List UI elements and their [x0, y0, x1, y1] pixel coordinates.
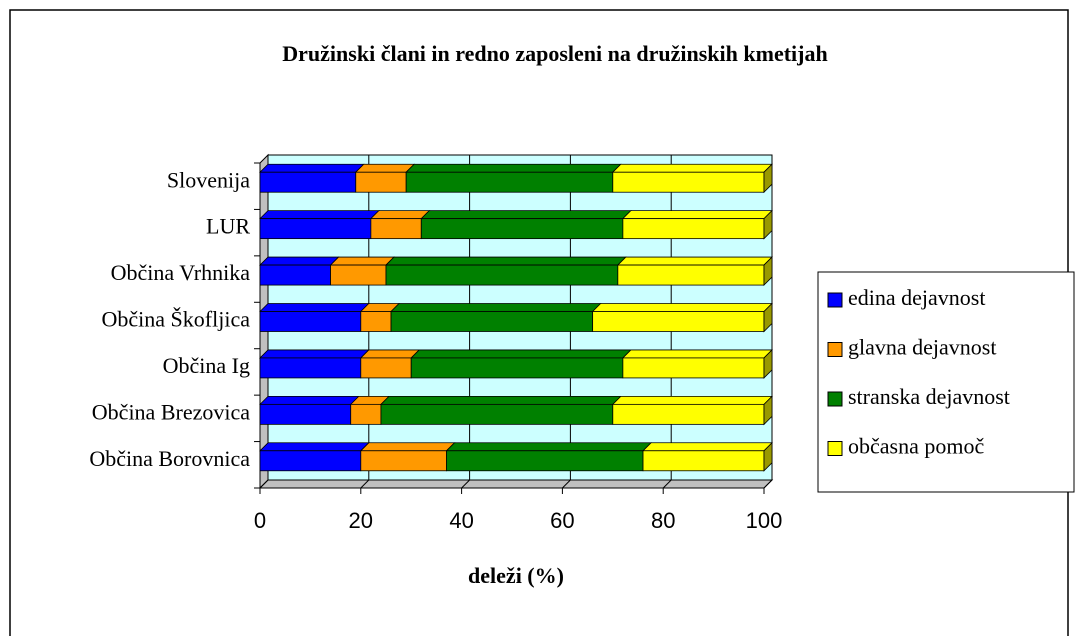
bar-top: [259, 349, 370, 359]
bar-top: [611, 395, 773, 405]
y-tick-label: Občina Škofljica: [102, 307, 251, 332]
bar-top: [259, 210, 380, 220]
legend-swatch: [827, 342, 843, 357]
x-tick-label: 40: [449, 508, 473, 533]
bar: [612, 403, 765, 425]
legend-swatch: [827, 441, 843, 456]
bar-top: [359, 442, 456, 452]
bar: [350, 403, 382, 425]
bar-top: [259, 442, 370, 452]
bar: [259, 357, 362, 379]
y-tick-label: Občina Brezovica: [92, 399, 250, 424]
bar: [617, 264, 765, 286]
bar-top: [621, 210, 773, 220]
bar: [259, 311, 362, 332]
bar: [420, 218, 624, 240]
bar: [622, 357, 765, 379]
bar: [259, 450, 362, 472]
bar-end: [763, 302, 773, 333]
x-tick-label: 100: [746, 508, 783, 533]
bar: [405, 171, 614, 193]
bar-end: [763, 395, 773, 426]
legend-swatch: [827, 292, 843, 308]
bar: [360, 450, 447, 472]
bar-top: [259, 395, 360, 405]
bar-top: [405, 163, 622, 173]
bar-top: [445, 442, 653, 452]
y-tick-label: LUR: [206, 214, 250, 239]
bar-top: [385, 256, 627, 266]
bar-top: [369, 210, 431, 220]
x-tick-label: 0: [254, 508, 266, 533]
bar-top: [359, 349, 421, 359]
bar: [259, 264, 331, 286]
bar: [355, 171, 407, 193]
bar-top: [354, 163, 416, 173]
bar-top: [259, 163, 365, 173]
legend: [817, 271, 1075, 493]
bar-end: [763, 209, 773, 240]
bar-end: [763, 441, 773, 472]
grid-line: [562, 479, 571, 489]
bar: [259, 218, 372, 240]
bar: [612, 171, 765, 193]
y-tick-label: Občina Vrhnika: [111, 260, 251, 285]
bar-top: [642, 442, 773, 452]
bar: [446, 450, 644, 472]
bar: [410, 357, 624, 379]
chart-title: Družinski člani in redno zaposleni na dr…: [282, 41, 827, 66]
bar: [259, 171, 357, 193]
y-tick-label: Slovenija: [167, 167, 250, 192]
legend-swatch: [827, 391, 843, 407]
legend-label: stranska dejavnost: [848, 384, 1010, 409]
legend-label: občasna pomoč: [848, 434, 984, 459]
bar-top: [420, 210, 632, 220]
x-tick-label: 20: [349, 508, 373, 533]
bar-top: [410, 349, 632, 359]
bar-end: [763, 256, 773, 287]
grid-line: [662, 479, 672, 489]
legend-label: edina dejavnost: [848, 285, 985, 310]
bar: [390, 311, 594, 332]
bar: [370, 218, 422, 240]
bar-top: [329, 256, 395, 266]
bar: [380, 403, 614, 425]
bar-top: [616, 256, 773, 266]
grid-line: [259, 479, 269, 489]
bar: [259, 403, 352, 425]
bar-end: [763, 163, 773, 194]
grid-line: [763, 479, 773, 489]
y-tick-label: Občina Ig: [163, 353, 250, 378]
grid-line: [360, 479, 370, 489]
bar: [385, 264, 619, 286]
bar-top: [379, 395, 622, 405]
grid-line: [461, 479, 470, 489]
bar-end: [763, 348, 773, 379]
x-axis-title: deleži (%): [468, 563, 564, 588]
bar-top: [621, 349, 773, 359]
bar: [330, 264, 387, 286]
bar: [622, 218, 765, 240]
bar: [642, 450, 765, 472]
floor: [258, 479, 774, 489]
y-tick-label: Občina Borovnica: [89, 446, 250, 471]
x-tick-label: 80: [651, 508, 675, 533]
x-tick-label: 60: [550, 508, 574, 533]
bar-top: [259, 303, 370, 312]
bar: [360, 357, 412, 379]
bar-top: [611, 163, 773, 173]
bar-top: [259, 256, 340, 266]
bar: [360, 311, 392, 332]
legend-label: glavna dejavnost: [848, 335, 996, 360]
bar-top: [591, 303, 773, 312]
bar-top: [390, 303, 602, 312]
bar: [592, 311, 765, 332]
